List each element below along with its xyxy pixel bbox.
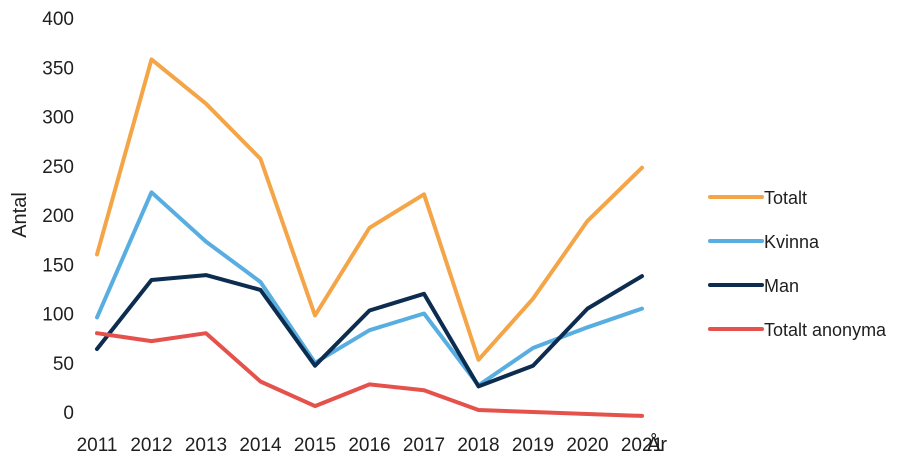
legend: Totalt Kvinna Man Totalt anonyma xyxy=(708,188,887,340)
y-tick-label: 400 xyxy=(42,9,74,30)
x-tick-label: 2012 xyxy=(130,435,172,454)
y-axis-label: Antal xyxy=(9,192,31,238)
x-tick-label: 2016 xyxy=(348,435,390,454)
x-tick-label: 2011 xyxy=(77,435,118,454)
x-axis-label: År xyxy=(647,433,667,454)
series-line-0 xyxy=(95,57,644,362)
x-axis-ticks: 2011 2012 2013 2014 2015 2016 2017 2018 2019 2020… xyxy=(77,435,664,454)
x-tick-label: 2021 xyxy=(621,435,663,454)
x-tick-label: 2019 xyxy=(512,435,554,454)
y-tick-label: 150 xyxy=(42,255,74,276)
series-line-2 xyxy=(95,273,644,389)
x-tick-label: 2014 xyxy=(239,435,282,454)
y-axis-ticks: 0 50 100 150 200 250 300 350 400 xyxy=(42,9,74,424)
x-tick-label: 2013 xyxy=(185,435,227,454)
legend-label: Totalt anonyma xyxy=(764,320,887,340)
x-tick-label: 2015 xyxy=(294,435,336,454)
legend-label: Kvinna xyxy=(764,232,820,252)
legend-label: Totalt xyxy=(764,188,807,208)
x-tick-label: 2018 xyxy=(457,435,499,454)
y-tick-label: 250 xyxy=(42,157,74,178)
series-line-3 xyxy=(95,331,644,418)
series-line-1 xyxy=(95,190,644,388)
x-tick-label: 2017 xyxy=(403,435,445,454)
y-tick-label: 50 xyxy=(53,354,74,375)
y-tick-label: 200 xyxy=(42,206,74,227)
series-lines xyxy=(95,57,644,418)
x-tick-label: 2020 xyxy=(566,435,608,454)
y-tick-label: 0 xyxy=(63,403,74,424)
y-tick-label: 350 xyxy=(42,58,74,79)
y-tick-label: 300 xyxy=(42,108,74,129)
legend-label: Man xyxy=(764,276,799,296)
y-tick-label: 100 xyxy=(42,305,74,326)
